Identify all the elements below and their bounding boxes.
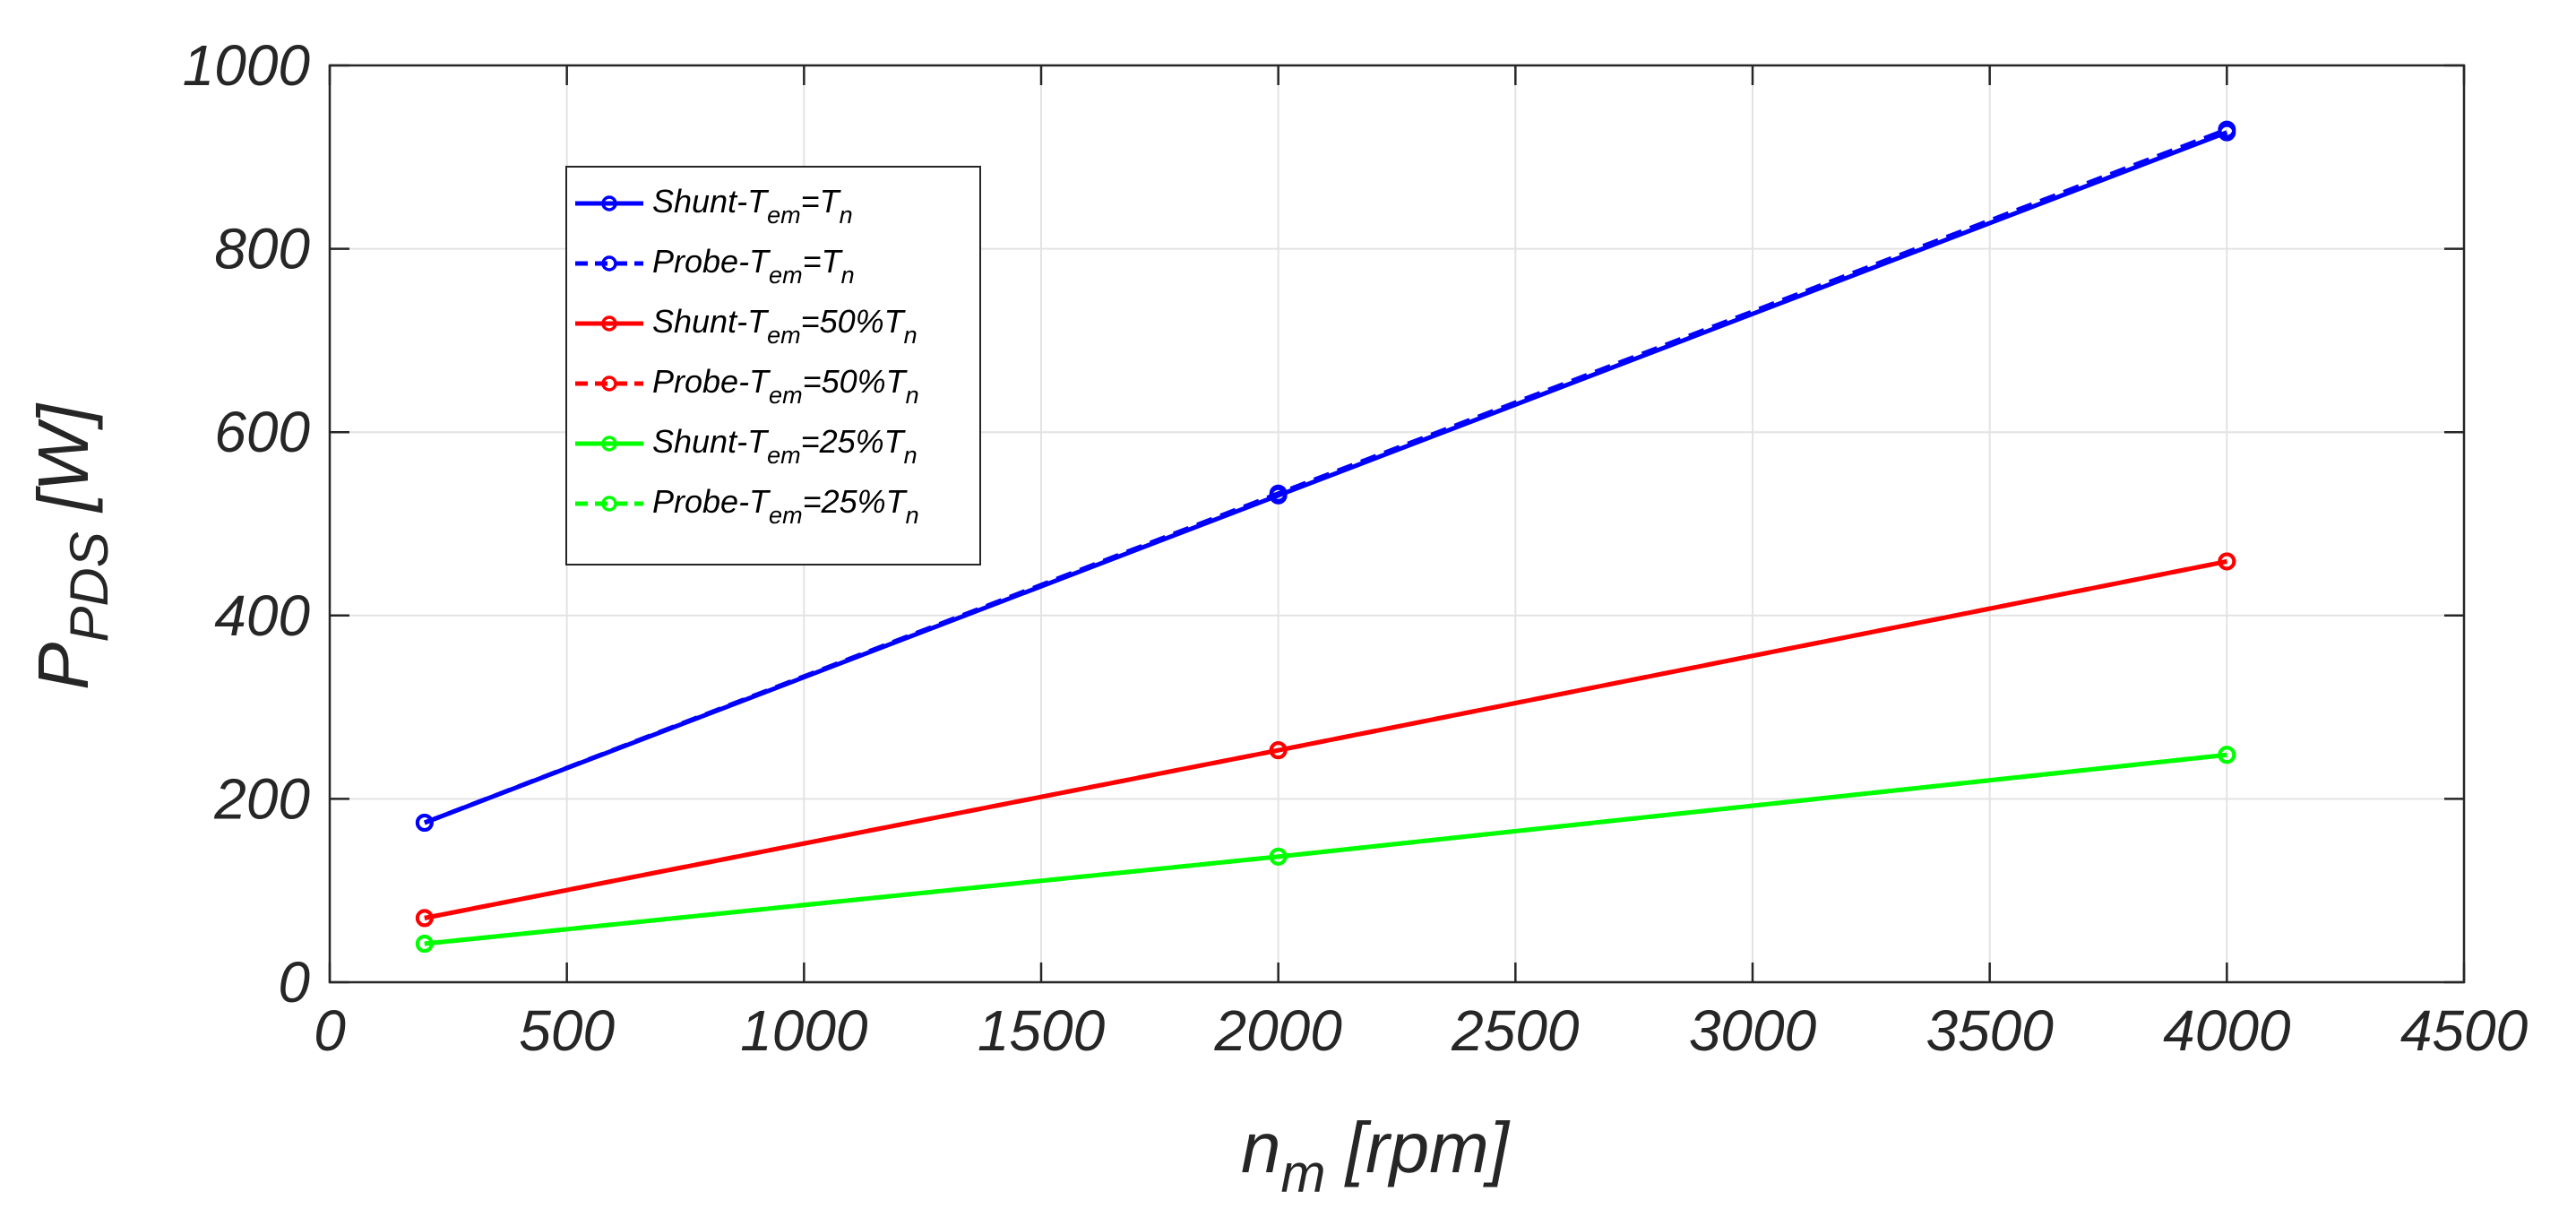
series-group [415,120,2236,954]
series-4 [415,552,2236,928]
legend-item: Probe-Tem=Tn [575,243,855,289]
legend-label: Probe-Tem=25%Tn [652,483,919,529]
x-tick-label: 500 [519,998,615,1063]
x-tick-label: 4000 [2163,998,2291,1063]
y-axis-label: PPDS [W] [23,402,119,690]
legend-label: Shunt-Tem=50%Tn [652,303,918,349]
x-axis-label-unit: [rpm] [1344,1108,1511,1187]
y-tick-labels: 0 200 400 600 800 1000 [183,33,311,1014]
legend-item: Probe-Tem=50%Tn [575,363,919,409]
x-tick-label: 0 [314,998,346,1063]
legend-marker [601,195,617,212]
x-tick-label: 2500 [1451,998,1580,1063]
legend: Shunt-Tem=Tn Probe-Tem=Tn Shunt-Tem=50%Tn P… [565,166,981,566]
data-point [2218,120,2236,139]
legend-label: Shunt-Tem=Tn [652,183,853,229]
data-point [2218,552,2236,571]
x-tick-label: 3000 [1689,998,1817,1063]
x-tick-label: 2000 [1213,998,1342,1063]
series-2 [415,120,2236,832]
data-point [1269,741,1288,760]
legend-item: Shunt-Tem=25%Tn [575,423,918,469]
legend-label: Probe-Tem=50%Tn [652,363,919,409]
series-line [424,558,2227,920]
data-point [415,909,434,928]
data-point [415,813,434,832]
legend-marker [601,255,617,272]
legend-marker [601,436,617,452]
legend-item: Probe-Tem=25%Tn [575,483,919,529]
series-6 [415,746,2236,954]
y-axis-label-sub: PDS [59,531,119,642]
y-tick-label: 600 [214,400,310,464]
series-line [424,752,2227,946]
data-point [2218,746,2236,764]
legend-marker [601,315,617,332]
x-tick-label: 1000 [740,998,868,1063]
legend-box [565,166,981,566]
legend-label: Shunt-Tem=25%Tn [652,423,918,469]
legend-items: Shunt-Tem=Tn Probe-Tem=Tn Shunt-Tem=50%Tn P… [575,183,919,529]
x-tick-label: 3500 [1926,998,2054,1063]
series-line [423,127,2228,825]
y-axis-label-main: P [23,643,103,690]
x-axis-label: nm [rpm] [1241,1108,1511,1204]
legend-marker [601,376,617,392]
y-tick-label: 200 [213,766,310,831]
y-tick-label: 800 [214,217,310,281]
x-axis-label-sub: m [1281,1144,1326,1204]
x-tick-label: 4500 [2400,998,2529,1063]
x-tick-labels: 0 500 1000 1500 2000 2500 3000 3500 4000 4500 [314,998,2528,1063]
y-tick-label: 400 [214,583,310,648]
legend-marker [601,496,617,512]
y-tick-label: 0 [278,950,310,1014]
data-point [1269,484,1288,503]
x-axis-label-main: n [1241,1108,1281,1187]
plot-frame [328,64,2466,984]
legend-label: Probe-Tem=Tn [652,243,855,289]
y-axis-label-unit: [W] [23,402,103,514]
data-point [1269,847,1288,866]
legend-item: Shunt-Tem=50%Tn [575,303,918,349]
legend-item: Shunt-Tem=Tn [575,183,853,229]
data-point [415,935,434,954]
y-tick-label: 1000 [183,33,311,98]
x-tick-label: 1500 [978,998,1106,1063]
